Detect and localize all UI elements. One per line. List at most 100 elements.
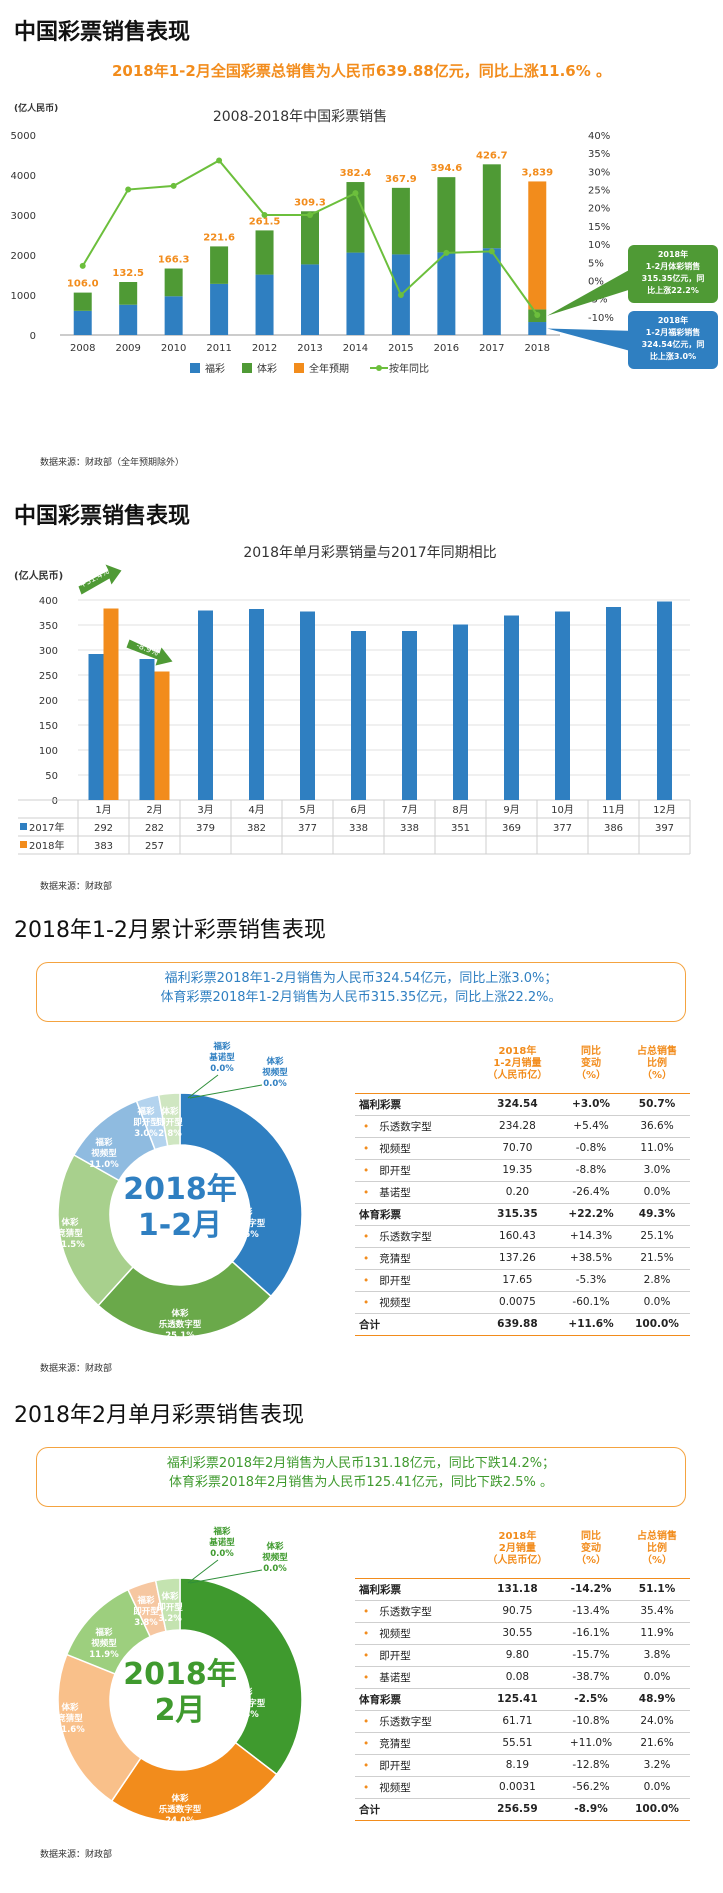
- feb-table-cell-sales: 0.08: [476, 1666, 559, 1689]
- ytd-table-cell-yoy: +38.5%: [558, 1247, 624, 1270]
- chart1-callout-sports: [628, 245, 718, 303]
- pie1-label: 体彩即开型 2.8%: [157, 1106, 183, 1139]
- chart1-xtick: 2010: [161, 343, 186, 354]
- ytd-table-cell-name: 即开型: [355, 1159, 477, 1182]
- chart2-cell-2017: 369: [502, 823, 521, 834]
- pie1-label: 体彩竞猜型 21.5%: [55, 1217, 85, 1250]
- chart1-yoy-point: [216, 157, 223, 164]
- chart2-arrow-down: [126, 639, 173, 666]
- section2-heading: 中国彩票销售表现: [14, 504, 191, 529]
- feb-donut-center-line1: 2018年: [123, 1657, 237, 1692]
- chart2-bar-2017: [606, 607, 621, 800]
- ytd-table-cell-name: 视频型: [355, 1291, 477, 1314]
- feb-table-cell-name: 体育彩票: [355, 1688, 477, 1711]
- chart2-ylabel: (亿人民币): [14, 569, 63, 582]
- chart1-legend-label: 体彩: [257, 363, 277, 375]
- pie1-label: 福彩视频型 11.0%: [89, 1137, 119, 1170]
- chart2-ytick: 150: [39, 721, 58, 732]
- feb-table-cell-share: 35.4%: [624, 1600, 690, 1623]
- section4-summary-line1: 福利彩票2018年2月销售为人民币131.18亿元，同比下跌14.2%；: [166, 1456, 556, 1471]
- ytd-table-cell-yoy: +22.2%: [558, 1203, 624, 1226]
- monthly-sales-chart: 2018年单月彩票销量与2017年同期相比 (亿人民币) 0 50 100 150 200 2…: [14, 545, 691, 855]
- ytd-table-cell-sales: 70.70: [476, 1137, 559, 1160]
- pie2-label: 体彩即开型 3.2%: [157, 1591, 183, 1624]
- feb-table-header-cell: 2018年 2月销量 （人民币亿）: [476, 1520, 559, 1579]
- ytd-table-cell-name: 福利彩票: [355, 1093, 477, 1116]
- section2-source: 数据来源：财政部: [40, 882, 113, 892]
- chart2-xtick: 8月: [452, 804, 468, 816]
- feb-table-header-cell: 同比 变动 （%）: [558, 1520, 624, 1579]
- feb-table-cell-name: 竞猜型: [355, 1732, 477, 1755]
- chart2-bar-2017: [139, 659, 155, 800]
- ytd-table-header-cell: 2018年 1-2月销量 （人民币亿）: [476, 1035, 559, 1094]
- chart1-y2tick: 30%: [588, 167, 610, 178]
- chart1-legend-marker: [376, 365, 382, 371]
- ytd-table-cell-share: 49.3%: [624, 1203, 690, 1226]
- feb-table-cell-share: 21.6%: [624, 1732, 690, 1755]
- chart2-ytick: 200: [39, 696, 58, 707]
- chart2-xtick: 5月: [299, 804, 315, 816]
- section1-source: 数据来源：财政部（全年预期除外）: [40, 458, 185, 468]
- ytd-table-cell-name: 即开型: [355, 1269, 477, 1292]
- ytd-table-header-cell: [355, 1035, 477, 1094]
- ytd-table-cell-share: 0.0%: [624, 1181, 690, 1204]
- ytd-table-cell-share: 0.0%: [624, 1291, 690, 1314]
- feb-table-cell-yoy: -38.7%: [558, 1666, 624, 1689]
- feb-table-cell-yoy: -15.7%: [558, 1644, 624, 1667]
- ytd-table-cell-sales: 639.88: [476, 1313, 559, 1336]
- chart1-bar-sports: [164, 268, 183, 297]
- chart2-bar-2017: [300, 611, 315, 800]
- feb-donut-center-line2: 2月: [154, 1693, 206, 1728]
- chart1-yoy-point: [397, 292, 404, 298]
- feb-table-cell-share: 0.0%: [624, 1666, 690, 1689]
- chart2-xtick: 1月: [95, 804, 111, 816]
- chart1-xtick: 2014: [343, 343, 368, 354]
- ytd-table-cell-yoy: +5.4%: [558, 1115, 624, 1138]
- section3-summary-box: 福利彩票2018年1-2月销售为人民币324.54亿元，同比上涨3.0%； 体育…: [36, 962, 686, 1022]
- chart2-ytick: 350: [39, 621, 58, 632]
- ytd-table-cell-sales: 315.35: [476, 1203, 559, 1226]
- chart2-cell-2017: 338: [400, 823, 419, 834]
- chart1-callout-welfare-text: 2018年 1-2月福彩销售 324.54亿元，同比上涨3.0%: [642, 315, 705, 361]
- chart2-ytick: 100: [39, 746, 58, 757]
- chart1-bar-sports: [482, 164, 501, 249]
- chart1-ylabel: (亿人民币): [14, 102, 58, 114]
- feb-table-cell-share: 48.9%: [624, 1688, 690, 1711]
- chart1-xtick: 2008: [70, 343, 95, 354]
- chart1-legend-label: 福彩: [205, 362, 225, 375]
- chart1-y2tick: 40%: [588, 131, 610, 142]
- chart1-yoy-point: [79, 262, 86, 269]
- chart1-bar-welfare: [301, 264, 319, 335]
- feb-table-cell-sales: 30.55: [476, 1622, 559, 1645]
- chart2-cell-2017: 338: [349, 823, 368, 834]
- feb-table-cell-yoy: -8.9%: [558, 1798, 624, 1821]
- feb-table-cell-sales: 125.41: [476, 1688, 559, 1711]
- ytd-table-header-cell: 占总销售 比例 （%）: [624, 1035, 690, 1094]
- chart2-xtick: 3月: [197, 804, 213, 816]
- feb-table-cell-sales: 61.71: [476, 1710, 559, 1733]
- chart1-y2tick: 0%: [588, 276, 604, 287]
- chart1-yoy-point: [125, 186, 132, 193]
- chart2-legend-2017-swatch: [20, 823, 27, 830]
- pie2-label: 福彩视频型 11.9%: [89, 1627, 119, 1660]
- ytd-table-cell-share: 21.5%: [624, 1247, 690, 1270]
- feb-table-cell-yoy: -16.1%: [558, 1622, 624, 1645]
- chart2-bar-2017: [88, 654, 104, 800]
- chart1-ytick: 4000: [11, 171, 36, 182]
- feb-table-cell-share: 11.9%: [624, 1622, 690, 1645]
- feb-table-cell-share: 51.1%: [624, 1578, 690, 1601]
- chart1-legend-swatch: [294, 363, 304, 373]
- chart2-xtick: 11月: [602, 804, 625, 816]
- chart2-legend-2018-swatch: [20, 841, 27, 848]
- chart2-xtick: 7月: [401, 804, 417, 816]
- ytd-table-cell-sales: 234.28: [476, 1115, 559, 1138]
- chart1-bar-sports: [391, 187, 410, 255]
- section4-heading: 2018年2月单月彩票销售表现: [14, 1403, 304, 1428]
- pie2-slice: [57, 1653, 142, 1803]
- chart2-xtick: 2月: [146, 804, 162, 816]
- feb-table-cell-sales: 256.59: [476, 1798, 559, 1821]
- chart1-y2tick: 25%: [588, 186, 610, 197]
